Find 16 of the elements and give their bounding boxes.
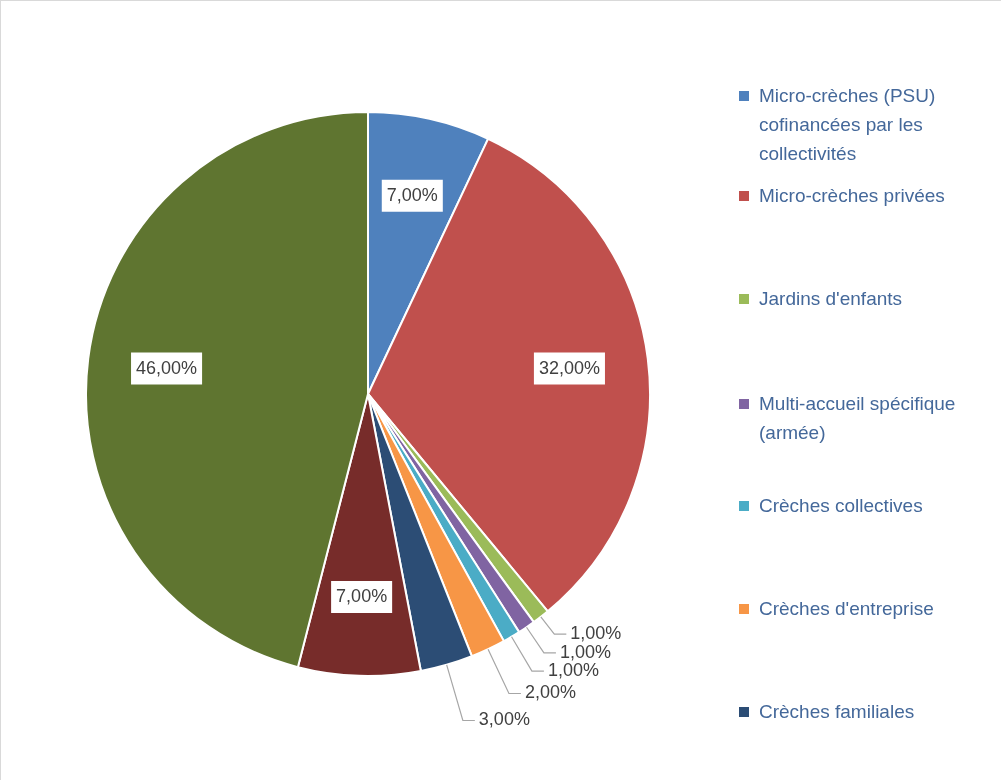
data-label: 2,00% — [524, 682, 576, 703]
data-label: 1,00% — [570, 623, 622, 644]
data-label: 46,00% — [136, 357, 198, 378]
legend-label: Crèches collectives — [759, 494, 923, 518]
legend-label: Jardins d'enfants — [759, 287, 903, 311]
legend-label: Crèches d'entreprise — [759, 597, 934, 621]
legend-label: Crèches familiales — [759, 700, 915, 724]
data-label: 1,00% — [547, 660, 599, 681]
legend-label: Micro-crèches privées — [759, 184, 945, 208]
data-label: 7,00% — [336, 585, 388, 606]
data-label: 1,00% — [559, 641, 611, 662]
legend-label: Micro-crèches (PSU) cofinancées par les collectivités — [759, 84, 937, 166]
data-label: 3,00% — [478, 709, 530, 730]
legend-label: Multi-accueil spécifique (armée) — [759, 392, 957, 445]
data-label: 32,00% — [538, 357, 600, 378]
data-label: 7,00% — [386, 184, 438, 205]
